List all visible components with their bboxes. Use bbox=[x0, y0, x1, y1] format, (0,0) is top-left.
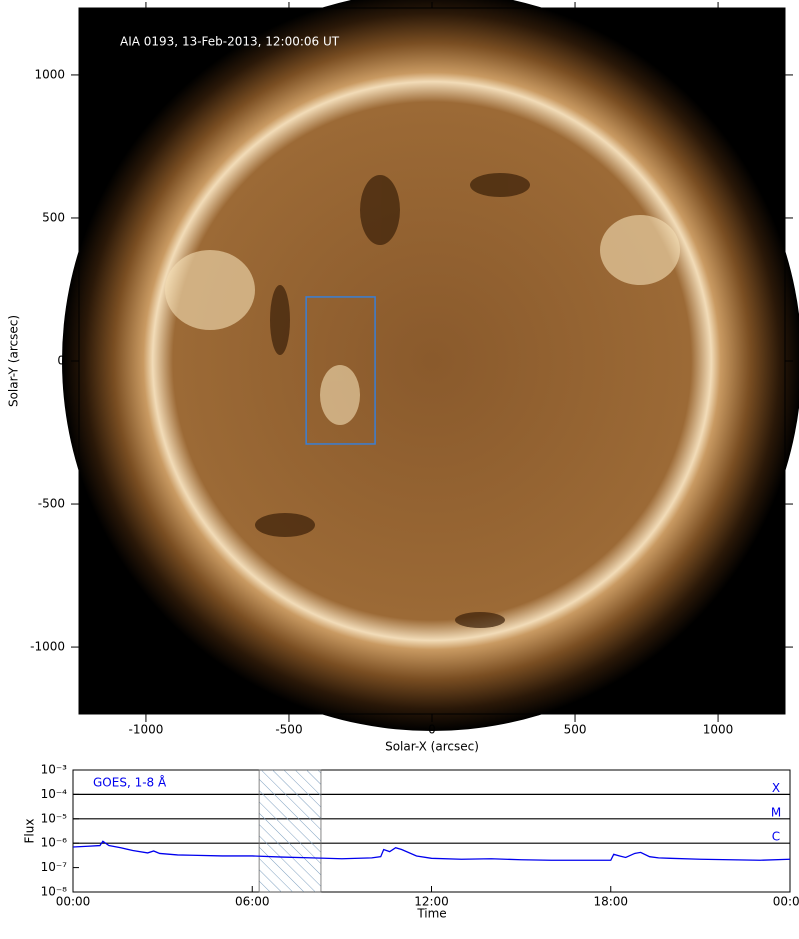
y-tick-label: 10⁻⁷ bbox=[41, 860, 68, 874]
x-tick-label: 0 bbox=[428, 723, 436, 737]
x-tick-label: 12:00 bbox=[414, 895, 449, 909]
y-tick-label: 0 bbox=[57, 354, 65, 368]
x-axis-label: Time bbox=[416, 907, 446, 921]
annotation: AIA 0193, 13-Feb-2013, 12:00:06 UT bbox=[120, 35, 340, 49]
sun-image bbox=[62, 0, 799, 731]
y-axis-label: Solar-Y (arcsec) bbox=[7, 315, 21, 407]
plot-frame bbox=[72, 769, 791, 893]
x-tick-label: 1000 bbox=[703, 723, 734, 737]
x-tick-label: 00:00 bbox=[56, 895, 91, 909]
y-tick-label: 1000 bbox=[34, 67, 65, 81]
bright-features bbox=[165, 215, 680, 425]
y-tick-label: 10⁻³ bbox=[41, 763, 68, 777]
class-label: X bbox=[772, 781, 780, 795]
region-box bbox=[305, 296, 376, 445]
y-tick-label: -500 bbox=[38, 497, 65, 511]
legend-label: GOES, 1-8 Å bbox=[93, 775, 167, 790]
y-tick-label: 10⁻⁴ bbox=[41, 787, 68, 801]
y-axis-label: Flux bbox=[23, 819, 37, 844]
x-tick-label: -500 bbox=[275, 723, 302, 737]
y-tick-label: 500 bbox=[42, 210, 65, 224]
x-tick-label: 06:00 bbox=[235, 895, 270, 909]
class-label: M bbox=[771, 805, 781, 819]
flux-line bbox=[73, 840, 790, 861]
x-tick-label: 00:00 bbox=[773, 895, 799, 909]
class-label: C bbox=[772, 830, 780, 844]
x-axis-label: Solar-X (arcsec) bbox=[385, 740, 479, 754]
highlight-region bbox=[258, 769, 322, 893]
y-tick-label: 10⁻⁶ bbox=[41, 836, 68, 850]
x-tick-label: 500 bbox=[564, 723, 587, 737]
y-tick-label: -1000 bbox=[30, 640, 65, 654]
x-tick-label: -1000 bbox=[129, 723, 164, 737]
y-tick-label: 10⁻⁵ bbox=[41, 811, 68, 825]
x-tick-label: 18:00 bbox=[593, 895, 628, 909]
y-tick-label: 10⁻⁸ bbox=[41, 885, 68, 899]
dark-features bbox=[255, 173, 530, 628]
